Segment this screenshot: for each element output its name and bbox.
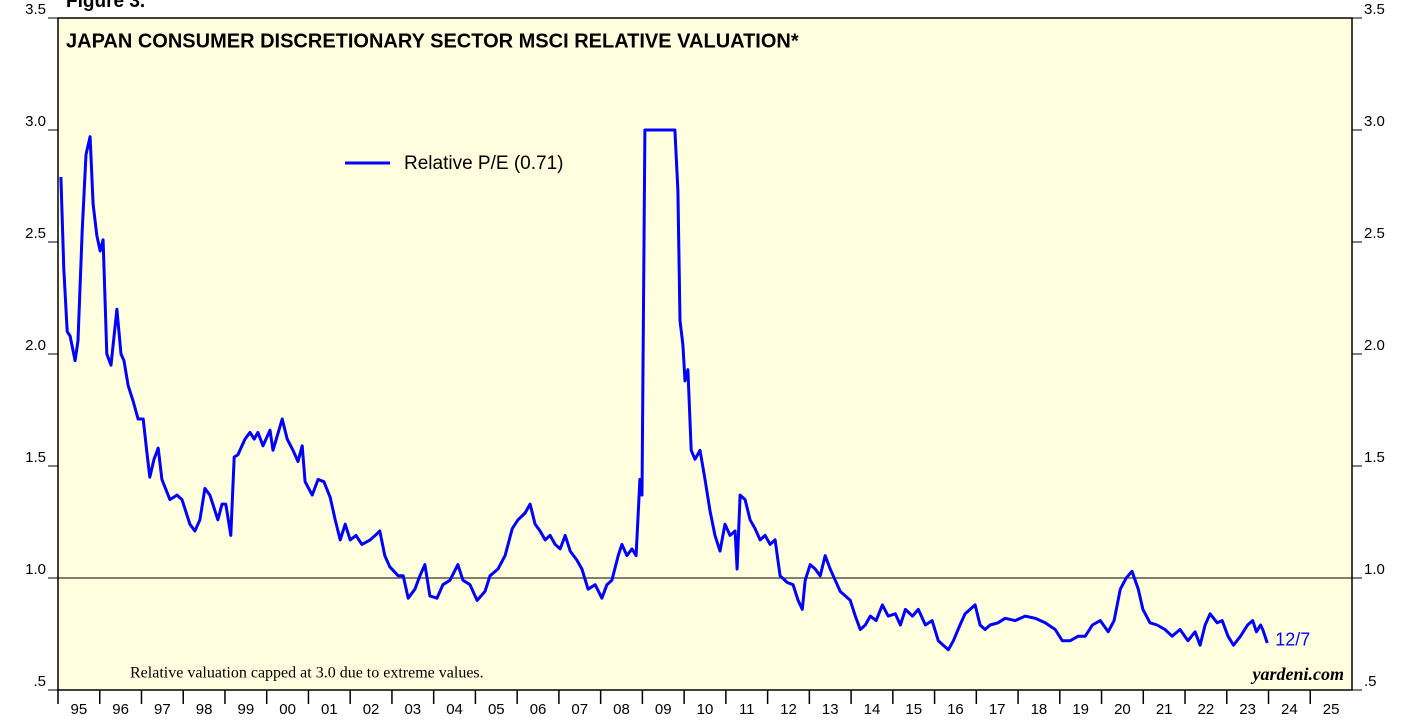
y-tick-label: 1.0 <box>25 561 46 578</box>
y-tick-label: 3.5 <box>25 1 46 18</box>
x-tick-label: 03 <box>404 701 421 718</box>
x-tick-label: 98 <box>196 701 213 718</box>
y-tick-label: 2.0 <box>25 337 46 354</box>
x-tick-label: 24 <box>1281 701 1298 718</box>
series-line <box>59 128 1269 652</box>
x-tick-label: 10 <box>697 701 714 718</box>
x-tick-label: 21 <box>1156 701 1173 718</box>
x-tick-label: 04 <box>446 701 463 718</box>
x-tick-label: 95 <box>71 701 88 718</box>
x-tick-label: 05 <box>488 701 505 718</box>
x-tick-label: 00 <box>279 701 296 718</box>
x-tick-label: 25 <box>1323 701 1340 718</box>
x-tick-label: 14 <box>864 701 881 718</box>
x-tick-label: 11 <box>739 701 755 718</box>
x-tick-label: 22 <box>1198 701 1215 718</box>
x-tick-label: 18 <box>1031 701 1048 718</box>
x-tick-label: 99 <box>237 701 254 718</box>
y-tick-label: 2.5 <box>25 225 46 242</box>
y-tick-label: .5 <box>33 673 46 690</box>
plot-area <box>57 17 1353 691</box>
x-tick-label: 20 <box>1114 701 1131 718</box>
x-tick-label: 13 <box>822 701 839 718</box>
y2-tick-label: 3.5 <box>1364 1 1385 18</box>
end-label: 12/7 <box>1275 630 1310 650</box>
x-tick-label: 19 <box>1072 701 1089 718</box>
legend-label: Relative P/E (0.71) <box>404 153 563 174</box>
x-tick-label: 12 <box>780 701 797 718</box>
y2-tick-label: .5 <box>1364 673 1377 690</box>
y-tick-label: 1.5 <box>25 449 46 466</box>
x-tick-label: 17 <box>989 701 1006 718</box>
x-tick-label: 23 <box>1239 701 1256 718</box>
x-tick-label: 01 <box>321 701 338 718</box>
y2-tick-label: 3.0 <box>1364 113 1385 130</box>
x-tick-label: 96 <box>112 701 129 718</box>
figure-label: Figure 3. <box>66 0 145 12</box>
note: Relative valuation capped at 3.0 due to … <box>130 665 484 682</box>
y2-tick-label: 2.5 <box>1364 225 1385 242</box>
x-tick-label: 16 <box>947 701 964 718</box>
x-tick-label: 02 <box>363 701 380 718</box>
y-tick-label: 3.0 <box>25 113 46 130</box>
x-tick-label: 06 <box>530 701 547 718</box>
y2-tick-label: 2.0 <box>1364 337 1385 354</box>
y2-tick-label: 1.5 <box>1364 449 1385 466</box>
x-tick-label: 09 <box>655 701 672 718</box>
chart-title: JAPAN CONSUMER DISCRETIONARY SECTOR MSCI… <box>66 30 799 52</box>
x-tick-label: 08 <box>613 701 630 718</box>
source: yardeni.com <box>1251 664 1345 684</box>
y2-tick-label: 1.0 <box>1364 561 1385 578</box>
x-tick-label: 97 <box>154 701 171 718</box>
x-tick-label: 07 <box>571 701 588 718</box>
x-tick-label: 15 <box>905 701 922 718</box>
